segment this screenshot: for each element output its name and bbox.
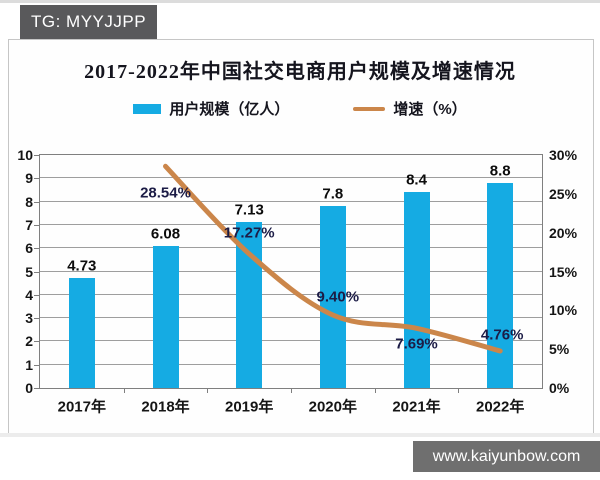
bar-value-label: 8.8 xyxy=(489,162,511,180)
legend-item-user-scale: 用户规模（亿人） xyxy=(133,98,289,119)
growth-line xyxy=(163,163,503,354)
legend-label-user-scale: 用户规模（亿人） xyxy=(169,101,290,118)
line-value-label: 9.40% xyxy=(316,288,360,306)
legend: 用户规模（亿人） 增速（%） xyxy=(0,98,600,119)
gridline xyxy=(40,317,542,319)
gridline xyxy=(40,293,542,295)
gridline xyxy=(40,177,542,179)
bar-2021年 xyxy=(403,192,430,388)
gridline xyxy=(40,270,542,272)
watermark-badge: www.kaiyunbow.com xyxy=(413,441,600,472)
gridline xyxy=(40,340,542,342)
gridline xyxy=(40,363,542,365)
bar-2018年 xyxy=(152,246,179,388)
gridline xyxy=(40,200,542,202)
bar-value-label: 7.13 xyxy=(234,201,264,219)
bar-value-label: 6.08 xyxy=(150,225,181,243)
line-swatch-icon xyxy=(353,106,386,111)
bar-2017年 xyxy=(68,277,95,388)
bar-value-label: 4.73 xyxy=(67,257,97,275)
growth-line-path xyxy=(163,163,503,354)
line-value-label: 28.54% xyxy=(140,184,191,202)
legend-item-growth-rate: 增速（%） xyxy=(353,98,467,119)
chart-title: 2017-2022年中国社交电商用户规模及增速情况 xyxy=(84,61,516,83)
bar-2019年 xyxy=(236,221,263,388)
card-bottom-band xyxy=(0,433,600,437)
line-value-label: 7.69% xyxy=(395,335,438,353)
bar-value-label: 7.8 xyxy=(322,185,344,203)
line-value-label: 4.76% xyxy=(480,326,524,344)
line-value-label: 17.27% xyxy=(223,224,275,242)
telegram-badge: TG: MYYJJPP xyxy=(20,5,158,39)
bar-value-label: 8.4 xyxy=(406,171,427,189)
legend-label-growth-rate: 增速（%） xyxy=(393,101,467,118)
bar-2022年 xyxy=(487,183,514,388)
gridline xyxy=(40,247,542,249)
plot-area: 4.73 6.08 7.13 7.8 8.4 8.8 28.54% 17.27% 9.40% 7.… xyxy=(39,154,543,389)
top-edge-strip xyxy=(0,0,600,3)
gridline xyxy=(40,223,542,225)
bar-2020年 xyxy=(319,206,346,388)
bar-swatch-icon xyxy=(133,103,162,114)
